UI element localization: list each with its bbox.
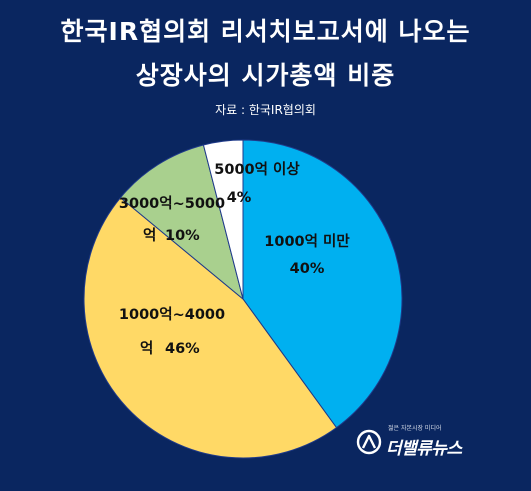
source-note: 자료 : 한국IR협의회 xyxy=(215,103,316,117)
logo-tagline: 젊은 자본시장 미디어 xyxy=(388,425,442,432)
slice-label-over-5000: 5000억 이상 xyxy=(214,160,300,178)
pie-slice-3000-5000 xyxy=(119,144,244,301)
brand-logo: 젊은 자본시장 미디어 더밸류뉴스 xyxy=(356,423,496,463)
slice-value-3000-5000: 10% xyxy=(165,228,200,244)
chart-title-line-2: 상장사의 시가총액 비중 xyxy=(135,61,396,90)
pie-slice-under-1000 xyxy=(242,139,403,429)
slice-value-under-1000: 40% xyxy=(290,261,325,277)
slice-label-under-1000: 1000억 미만 xyxy=(264,232,350,250)
slice-label-3000-5000: 3000억~5000 xyxy=(119,194,225,212)
pie-slice-1000-4000 xyxy=(83,196,338,459)
logo-name: 더밸류뉴스 xyxy=(386,439,462,459)
chart-title-line-1: 한국IR협의회 리서치보고서에 나오는 xyxy=(60,17,471,46)
logo-mark-icon xyxy=(356,429,382,455)
slice-label-1000-4000-suffix: 억 xyxy=(140,339,153,357)
slice-label-3000-5000-suffix: 억 xyxy=(143,226,156,244)
slice-value-1000-4000: 46% xyxy=(165,341,200,357)
slice-value-over-5000: 4% xyxy=(227,190,252,206)
slice-label-1000-4000: 1000억~4000 xyxy=(119,305,225,323)
pie-slices xyxy=(83,139,403,459)
pie-slice-over-5000 xyxy=(202,139,244,300)
pie-labels: 1000억 미만 40% 1000억~4000 억 46% 3000억~5000… xyxy=(119,160,350,357)
